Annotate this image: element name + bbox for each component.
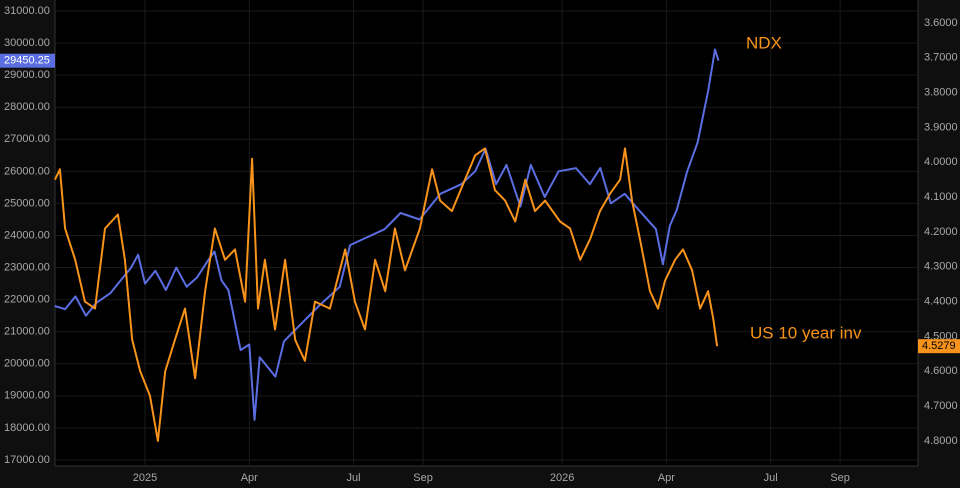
bottom-axis-panel bbox=[0, 466, 960, 488]
x-tick-label: Jul bbox=[347, 472, 361, 484]
y-tick-label: 29000.00 bbox=[4, 69, 50, 81]
left-axis-panel bbox=[0, 0, 55, 488]
y-tick-label: 22000.00 bbox=[4, 294, 50, 306]
series-line bbox=[54, 48, 720, 421]
last-value-label: 4.5279 bbox=[922, 340, 956, 352]
series-line bbox=[54, 147, 719, 442]
last-value-box bbox=[0, 53, 55, 68]
y-tick-label: 20000.00 bbox=[4, 358, 50, 370]
y2-tick-label: 3.8000 bbox=[924, 87, 958, 99]
y-tick-label: 25000.00 bbox=[4, 197, 50, 209]
last-value-label: 29450.25 bbox=[4, 55, 50, 67]
y-tick-label: 28000.00 bbox=[4, 101, 50, 113]
y-tick-label: 18000.00 bbox=[4, 422, 50, 434]
y-tick-label: 17000.00 bbox=[4, 454, 50, 466]
y2-tick-label: 4.3000 bbox=[924, 261, 958, 273]
y2-tick-label: 3.7000 bbox=[924, 52, 958, 64]
y-tick-label: 26000.00 bbox=[4, 165, 50, 177]
y2-tick-label: 4.0000 bbox=[924, 156, 958, 168]
y2-tick-label: 4.6000 bbox=[924, 365, 958, 377]
y2-tick-label: 4.8000 bbox=[924, 435, 958, 447]
x-tick-label: 2025 bbox=[133, 472, 157, 484]
x-tick-label: Sep bbox=[830, 472, 850, 484]
annotation: US 10 year inv bbox=[750, 323, 862, 342]
y-tick-label: 19000.00 bbox=[4, 390, 50, 402]
right-axis-panel bbox=[918, 0, 960, 488]
y2-tick-label: 3.9000 bbox=[924, 121, 958, 133]
y2-tick-label: 3.6000 bbox=[924, 17, 958, 29]
y2-tick-label: 4.4000 bbox=[924, 296, 958, 308]
y2-tick-label: 4.7000 bbox=[924, 400, 958, 412]
y2-tick-label: 4.1000 bbox=[924, 191, 958, 203]
y-tick-label: 30000.00 bbox=[4, 37, 50, 49]
x-tick-label: Sep bbox=[413, 472, 433, 484]
x-tick-label: Apr bbox=[658, 472, 675, 484]
annotation: NDX bbox=[746, 33, 782, 52]
y-tick-label: 23000.00 bbox=[4, 261, 50, 273]
y-tick-label: 31000.00 bbox=[4, 5, 50, 17]
y-tick-label: 24000.00 bbox=[4, 229, 50, 241]
y-tick-label: 27000.00 bbox=[4, 133, 50, 145]
x-tick-label: 2026 bbox=[550, 472, 574, 484]
last-value-box bbox=[918, 339, 960, 354]
x-tick-label: Jul bbox=[764, 472, 778, 484]
x-tick-label: Apr bbox=[241, 472, 258, 484]
y2-tick-label: 4.2000 bbox=[924, 226, 958, 238]
y-tick-label: 21000.00 bbox=[4, 326, 50, 338]
